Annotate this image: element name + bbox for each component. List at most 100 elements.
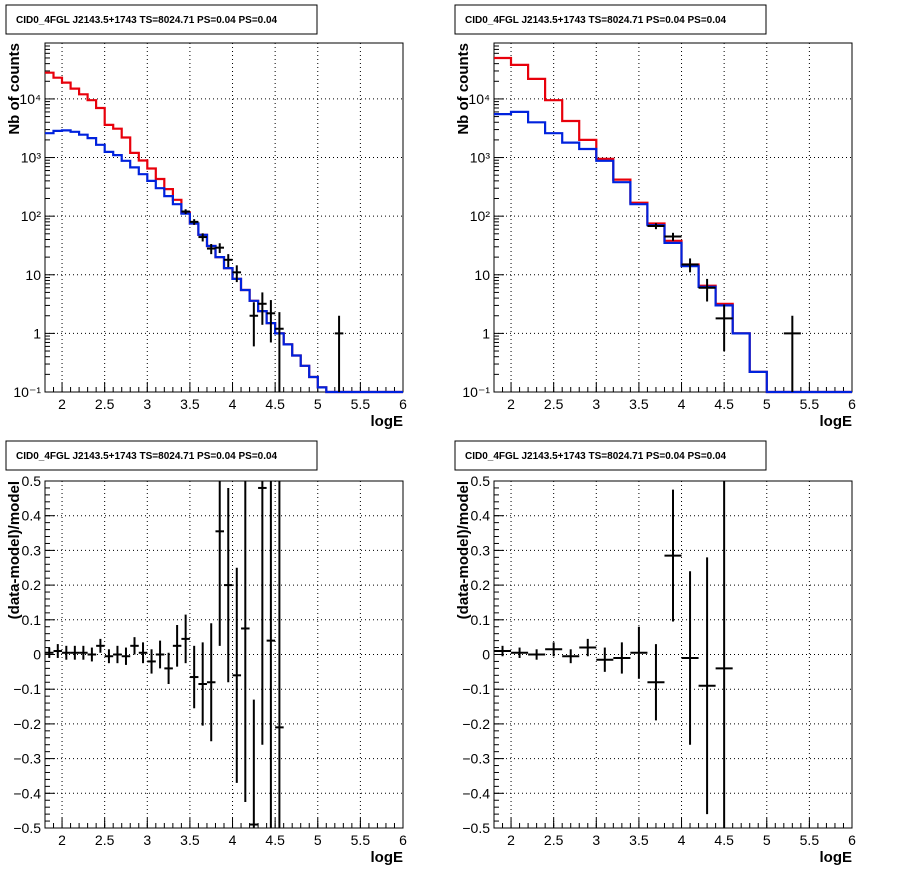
data-point [206,243,216,255]
y-tick-label: 10² [21,208,42,224]
x-tick-label: 4 [229,832,237,848]
y-tick-label: 10⁴ [19,91,41,107]
source-model-histogram [494,110,852,394]
y-tick-label: 10⁻¹ [13,384,41,400]
chart-title: CID0_4FGL J2143.5+1743 TS=8024.71 PS=0.0… [16,15,278,26]
x-tick-label: 3 [143,396,151,412]
y-tick-label: 0.5 [471,473,491,489]
y-tick-label: 10² [470,208,491,224]
y-tick-label: 0.4 [471,508,491,524]
x-tick-label: 6 [848,396,856,412]
chart-panel-4: 2 2.5 3 3.5 4 4.5 5 5.5 6 −0.5 −0.4 −0.3 −0.2 −0.1 0 0.… [454,440,856,866]
data-point [647,223,665,230]
y-tick-label: 10³ [21,150,42,166]
y-tick-label: 1 [482,325,490,341]
data-point [664,232,682,241]
x-tick-label: 6 [399,832,407,848]
data-point [511,647,529,658]
x-axis-label: logE [820,849,853,866]
x-tick-label: 3.5 [629,832,649,848]
y-tick-label: 10 [25,267,41,283]
data-point [681,258,699,273]
data-point [70,645,80,660]
title-box [5,440,318,471]
chart-panel-3: 2 2.5 3 3.5 4 4.5 5 5.5 6 −0.5 −0.4 −0.3 −0.2 −0.1 0 0.… [5,440,407,866]
x-tick-label: 5 [763,832,771,848]
y-tick-label: 0.4 [22,508,42,524]
x-tick-label: 2 [58,396,66,412]
data-point [545,642,563,657]
data-point [87,647,97,662]
data-point [596,647,614,672]
y-tick-label: 0.5 [22,473,42,489]
x-tick-label: 2 [58,832,66,848]
x-tick-label: 4.5 [265,396,285,412]
y-tick-label: 0.1 [471,612,491,628]
source-model-histogram [45,129,403,394]
data-point [121,647,131,665]
data-point [189,219,199,225]
data-point [206,623,216,742]
data-point [579,638,597,657]
x-tick-label: 5.5 [351,396,371,412]
data-point [681,571,699,745]
chart-title: CID0_4FGL J2143.5+1743 TS=8024.71 PS=0.0… [16,451,278,462]
y-tick-label: 10³ [470,150,491,166]
data-point [630,626,648,679]
x-tick-label: 5 [314,832,322,848]
data-point [249,699,259,828]
total-model-histogram [494,56,852,394]
plot-frame [44,42,404,393]
data-point [113,645,122,664]
data-point [647,644,665,721]
y-axis-label: (data-model)/model [455,481,472,619]
chart-panel-1: 2 2.5 3 3.5 4 4.5 5 5.5 6 10⁻¹ 1 10 10² 10³ 10⁴ CID0_4F… [5,4,407,430]
data-point [215,243,224,254]
x-axis-label: logE [371,849,404,866]
data-point [241,481,250,802]
data-point [258,481,267,745]
x-tick-label: 3.5 [180,832,200,848]
x-tick-label: 3 [143,832,151,848]
data-point [258,292,267,325]
y-axis-label: Nb of counts [6,43,23,135]
y-axis-label: (data-model)/model [6,481,23,619]
x-tick-label: 6 [848,832,856,848]
y-axis-label: Nb of counts [455,43,472,135]
y-tick-label: −0.4 [13,785,41,801]
x-tick-label: 2 [507,832,515,848]
data-point [698,278,716,302]
x-tick-label: 2.5 [95,832,115,848]
data-point [698,557,716,815]
y-tick-label: −0.3 [13,751,41,767]
plot-frame [44,480,404,829]
y-tick-label: 10 [474,267,490,283]
y-tick-label: −0.1 [462,681,490,697]
data-point [715,481,733,828]
chart-panel-2: 2 2.5 3 3.5 4 4.5 5 5.5 6 10⁻¹ 1 10 10² 10³ 10⁴ CID0_4F… [454,4,856,430]
y-tick-label: 0.3 [471,542,491,558]
data-point [783,315,801,392]
plot-frame [493,480,853,829]
x-tick-label: 3.5 [629,396,649,412]
x-tick-label: 4 [678,396,686,412]
data-point [172,625,182,667]
y-tick-label: −0.4 [462,785,490,801]
data-point [215,481,224,646]
data-point [138,642,148,664]
y-tick-label: 0.1 [22,612,42,628]
y-tick-label: −0.2 [13,716,41,732]
y-tick-label: 0 [482,647,490,663]
y-tick-label: 0.2 [22,577,42,593]
chart-title: CID0_4FGL J2143.5+1743 TS=8024.71 PS=0.0… [465,451,727,462]
y-tick-label: 10⁴ [468,91,490,107]
data-point [198,642,207,726]
data-point [275,481,284,828]
x-tick-label: 4.5 [714,396,734,412]
y-tick-label: −0.1 [13,681,41,697]
data-point [53,644,63,658]
data-point [232,567,242,783]
data-point [334,315,344,392]
x-tick-label: 4 [678,832,686,848]
